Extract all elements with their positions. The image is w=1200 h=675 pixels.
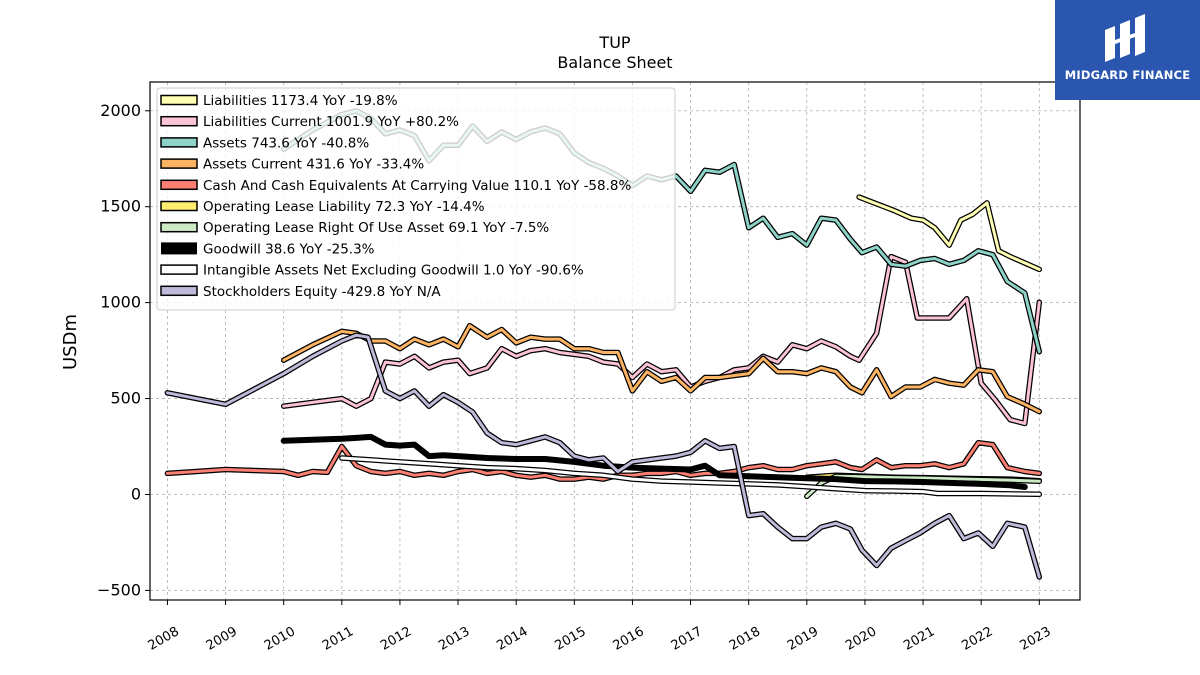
x-tick-label: 2009	[204, 624, 240, 654]
legend-label: Stockholders Equity -429.8 YoY N/A	[203, 284, 441, 300]
series-intangible-assets-net-excluding-goodwill	[339, 455, 1043, 498]
y-axis-ticks: −500 0 500 1000 1500 2000	[97, 101, 150, 599]
logo-mark-icon	[1105, 14, 1145, 62]
series-line	[282, 324, 1041, 414]
series-line	[857, 195, 1041, 271]
series-liabilities-current	[280, 253, 1043, 427]
series-line	[340, 456, 1041, 496]
legend-label: Assets 743.6 YoY -40.8%	[203, 135, 369, 151]
y-tick-label: 500	[110, 389, 141, 408]
legend-label: Intangible Assets Net Excluding Goodwill…	[203, 263, 584, 279]
x-tick-label: 2023	[1017, 624, 1053, 654]
y-axis-label: USDm	[60, 314, 81, 370]
x-tick-label: 2018	[727, 624, 763, 654]
legend-label: Cash And Cash Equivalents At Carrying Va…	[203, 178, 631, 194]
legend-label: Goodwill 38.6 YoY -25.3%	[203, 241, 375, 257]
x-tick-label: 2011	[320, 624, 356, 654]
legend-swatch	[160, 264, 198, 275]
x-tick-label: 2020	[843, 624, 879, 654]
legend-swatch	[160, 285, 198, 297]
series-stockholders-equity	[164, 332, 1043, 580]
y-tick-label: 1000	[100, 293, 141, 312]
midgard-finance-logo: MIDGARD FINANCE	[1055, 0, 1200, 100]
y-tick-label: 1500	[100, 197, 141, 216]
legend-swatch	[160, 158, 198, 169]
y-tick-label: 2000	[100, 101, 141, 120]
chart-title: TUP	[598, 33, 630, 52]
x-tick-label: 2021	[901, 624, 937, 654]
series-outline	[164, 332, 1043, 580]
series-line	[165, 441, 1041, 481]
x-tick-label: 2012	[378, 624, 414, 654]
legend: Liabilities 1173.4 YoY -19.8% Liabilities…	[156, 87, 676, 311]
x-tick-label: 2019	[785, 624, 821, 654]
series-lines	[164, 108, 1043, 580]
legend-label: Liabilities Current 1001.9 YoY +80.2%	[203, 114, 459, 130]
legend-swatch	[161, 242, 197, 255]
legend-label: Operating Lease Right Of Use Asset 69.1 …	[203, 220, 549, 236]
x-tick-label: 2013	[436, 624, 472, 654]
x-tick-label: 2015	[552, 624, 588, 654]
x-tick-label: 2010	[262, 624, 298, 654]
series-line	[282, 255, 1041, 425]
logo-text: MIDGARD FINANCE	[1064, 68, 1191, 82]
x-tick-label: 2017	[669, 624, 705, 654]
x-axis-ticks: 2008 2009 2010 2011 2012 2013 2014 2015 2016 2017…	[146, 600, 1054, 654]
series-goodwill	[280, 433, 1028, 490]
legend-swatch	[160, 94, 198, 106]
series-assets-current	[280, 322, 1043, 415]
x-tick-label: 2014	[494, 624, 530, 654]
series-liabilities	[856, 194, 1043, 273]
y-tick-label: −500	[97, 580, 141, 599]
y-tick-label: 0	[131, 484, 141, 503]
series-line	[165, 333, 1041, 579]
plot-frame	[149, 81, 1081, 601]
legend-swatch	[160, 179, 198, 191]
x-tick-label: 2016	[611, 624, 647, 654]
legend-swatch	[160, 115, 198, 127]
legend-swatch	[160, 200, 198, 212]
x-tick-label: 2022	[959, 624, 995, 654]
legend-box	[156, 87, 676, 311]
series-line	[280, 433, 1028, 490]
chart-subtitle: Balance Sheet	[557, 53, 672, 72]
legend-swatch	[160, 221, 198, 233]
legend-label: Liabilities 1173.4 YoY -19.8%	[203, 93, 398, 109]
x-tick-label: 2008	[146, 624, 182, 654]
legend-swatch	[160, 137, 198, 148]
legend-label: Operating Lease Liability 72.3 YoY -14.4…	[203, 199, 485, 215]
legend-label: Assets Current 431.6 YoY -33.4%	[203, 157, 424, 173]
series-cash-and-cash-equivalents-at-carrying-value	[164, 439, 1043, 482]
